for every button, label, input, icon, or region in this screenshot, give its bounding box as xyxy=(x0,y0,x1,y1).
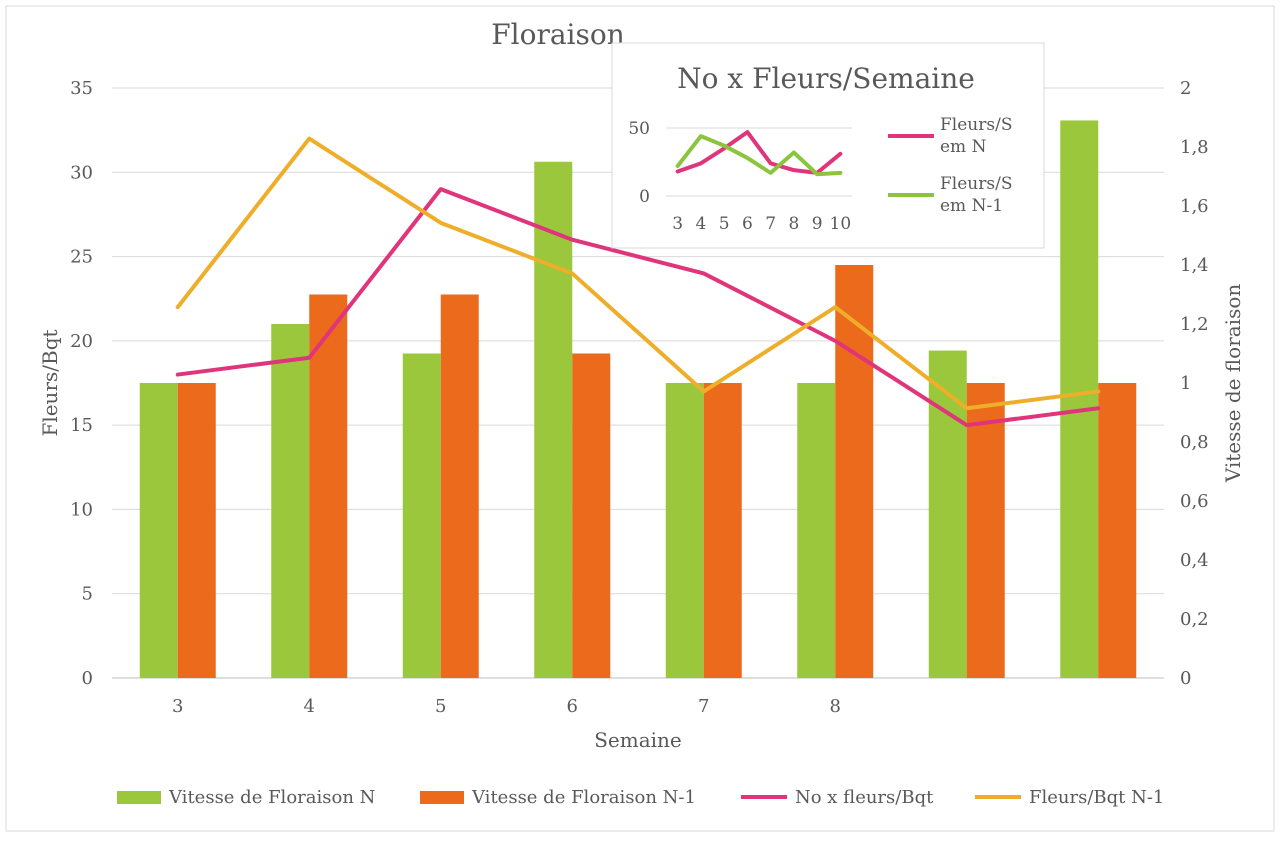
legend-label: Fleurs/Bqt N-1 xyxy=(1029,787,1164,808)
bar xyxy=(665,383,704,678)
y-right-tick-label: 0,6 xyxy=(1180,491,1209,512)
y-right-tick-label: 0,8 xyxy=(1180,432,1209,453)
bar xyxy=(928,350,967,678)
x-tick-label: 7 xyxy=(698,696,709,717)
bar xyxy=(139,383,178,678)
y-left-tick-label: 10 xyxy=(70,499,93,520)
bar xyxy=(1098,383,1137,678)
chart-title: Floraison xyxy=(491,18,625,51)
y-right-tick-label: 1,2 xyxy=(1180,314,1209,335)
bar xyxy=(1060,120,1099,678)
inset-legend-label: em N-1 xyxy=(940,196,1003,216)
bar xyxy=(402,353,441,678)
x-tick-label: 8 xyxy=(830,696,841,717)
inset-title: No x Fleurs/Semaine xyxy=(677,62,975,95)
bar xyxy=(966,383,1005,678)
inset-y-tick-label: 0 xyxy=(639,187,650,207)
y-right-tick-label: 1,4 xyxy=(1180,255,1209,276)
inset-x-tick-label: 4 xyxy=(695,214,706,234)
y-right-tick-label: 1,6 xyxy=(1180,196,1209,217)
bar xyxy=(440,294,479,678)
inset-x-tick-label: 8 xyxy=(788,214,799,234)
bar xyxy=(835,265,874,678)
y-left-tick-label: 35 xyxy=(70,78,93,99)
x-tick-label: 6 xyxy=(567,696,578,717)
y-left-tick-label: 25 xyxy=(70,247,93,268)
bar xyxy=(309,294,348,678)
y-left-axis-title: Fleurs/Bqt xyxy=(38,329,62,436)
series-line xyxy=(175,136,1101,411)
x-tick-label: 3 xyxy=(172,696,183,717)
y-right-tick-label: 1 xyxy=(1180,373,1191,394)
y-right-tick-label: 0,4 xyxy=(1180,550,1209,571)
inset-panel xyxy=(611,42,1045,249)
bar xyxy=(797,383,836,678)
y-right-tick-label: 2 xyxy=(1180,78,1191,99)
legend-label: No x fleurs/Bqt xyxy=(795,787,934,808)
x-tick-label: 4 xyxy=(304,696,315,717)
inset-x-tick-label: 7 xyxy=(765,214,776,234)
inset-y-tick-label: 50 xyxy=(628,119,650,139)
bar xyxy=(177,383,216,678)
y-right-tick-label: 0 xyxy=(1180,668,1191,689)
y-right-tick-label: 1,8 xyxy=(1180,137,1209,158)
y-left-tick-label: 0 xyxy=(82,668,93,689)
legend-swatch xyxy=(117,791,161,804)
bar xyxy=(534,161,573,678)
inset-x-tick-label: 6 xyxy=(742,214,753,234)
y-left-tick-label: 30 xyxy=(70,162,93,183)
y-left-tick-label: 5 xyxy=(82,584,93,605)
inset-series-line xyxy=(675,134,843,177)
x-axis-title: Semaine xyxy=(594,728,682,752)
legend-swatch xyxy=(420,791,464,804)
y-right-axis-title: Vitesse de floraison xyxy=(1221,284,1245,484)
bar xyxy=(572,353,611,678)
y-left-tick-label: 20 xyxy=(70,331,93,352)
x-tick-label: 5 xyxy=(435,696,446,717)
y-right-tick-label: 0,2 xyxy=(1180,609,1209,630)
inset-x-tick-label: 10 xyxy=(830,214,852,234)
legend-label: Vitesse de Floraison N xyxy=(168,787,375,808)
inset-x-tick-label: 5 xyxy=(719,214,730,234)
inset-x-tick-label: 9 xyxy=(812,214,823,234)
inset-legend-label: Fleurs/S xyxy=(940,115,1012,135)
inset-x-tick-label: 3 xyxy=(672,214,683,234)
series-line xyxy=(175,187,1101,428)
inset-legend-label: em N xyxy=(940,137,987,157)
y-left-tick-label: 15 xyxy=(70,415,93,436)
legend-label: Vitesse de Floraison N-1 xyxy=(471,787,696,808)
inset-legend-label: Fleurs/S xyxy=(940,174,1012,194)
bar xyxy=(271,324,310,678)
bar xyxy=(703,383,742,678)
